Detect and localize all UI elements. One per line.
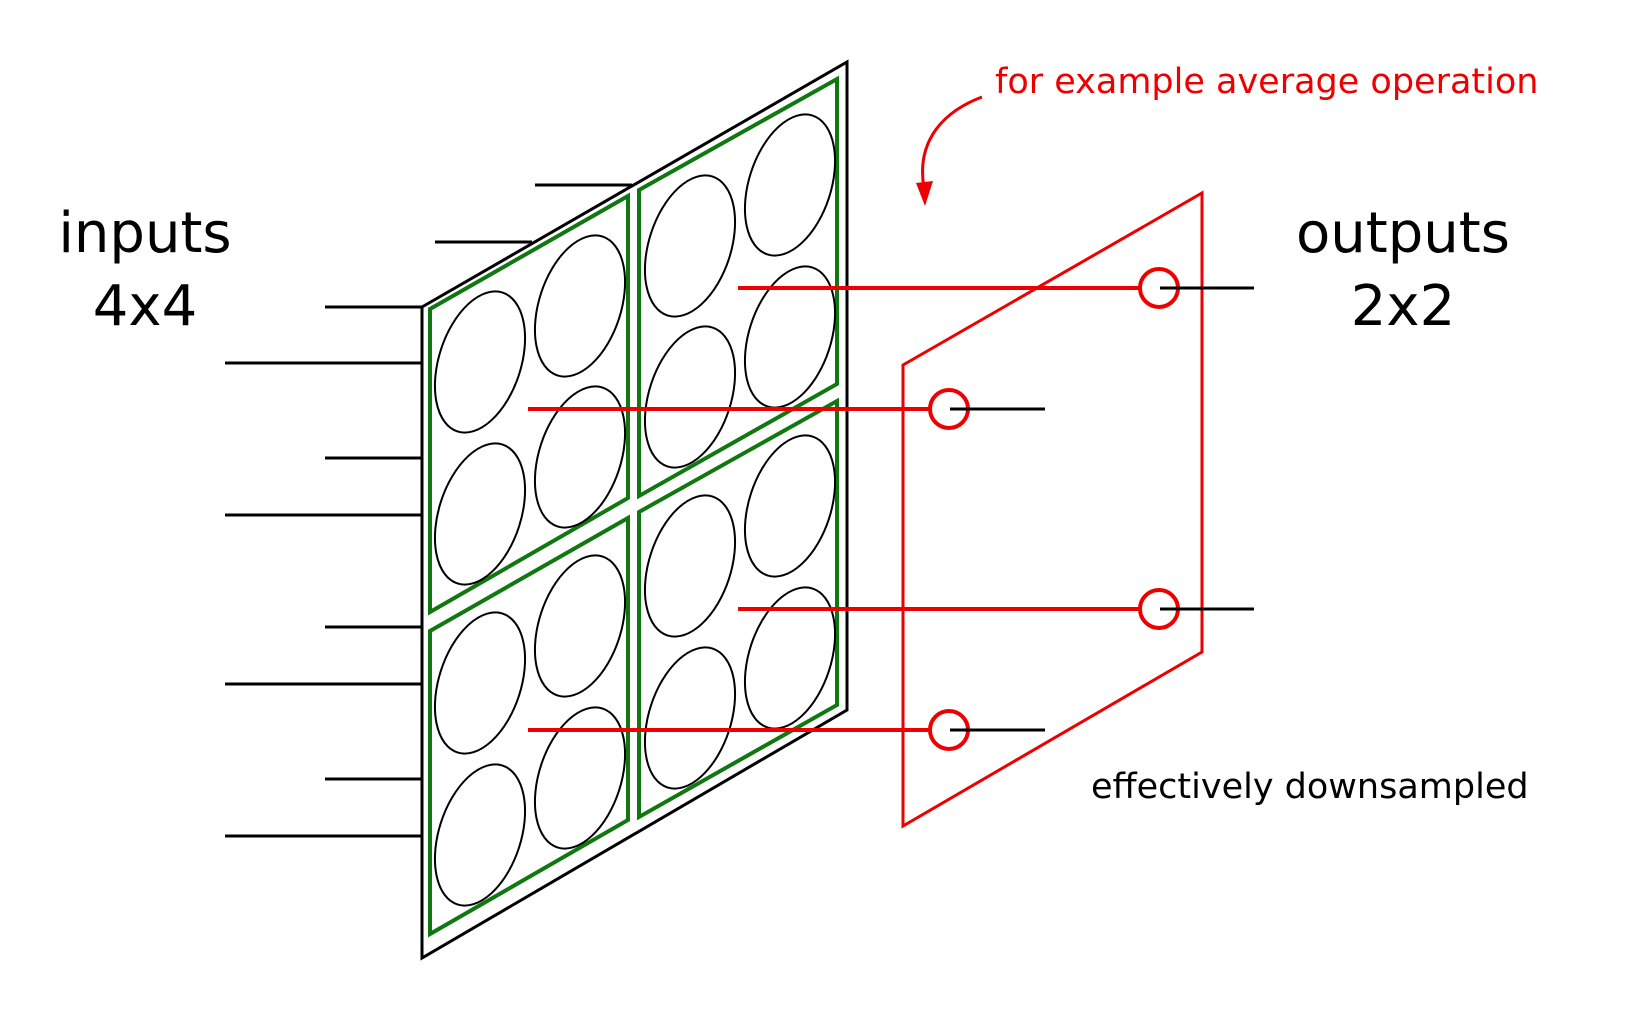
input-neuron	[533, 706, 627, 850]
input-neuron	[743, 113, 837, 257]
output-lines	[950, 286, 1254, 732]
pool-regions	[428, 75, 839, 938]
outputs-label: outputs	[1296, 201, 1510, 266]
input-neuron	[433, 290, 527, 434]
input-neuron	[533, 554, 627, 698]
input-neuron	[433, 611, 527, 755]
annotation-arrowhead	[916, 181, 933, 206]
input-neurons	[433, 113, 837, 907]
pool-region	[428, 514, 630, 938]
input-neuron	[643, 174, 737, 318]
input-neuron	[433, 442, 527, 586]
outputs-size-label: 2x2	[1351, 274, 1455, 339]
input-lines	[225, 183, 632, 838]
annotation-arrow	[921, 95, 983, 189]
output-plane	[901, 190, 1204, 829]
pool-region	[428, 192, 630, 616]
input-neuron	[533, 385, 627, 529]
input-neuron	[433, 763, 527, 907]
inputs-size-label: 4x4	[93, 274, 197, 339]
input-neuron	[743, 586, 837, 730]
pool-region	[637, 75, 839, 500]
pool-region	[637, 397, 839, 821]
output-neurons	[928, 267, 1180, 751]
annotation-label: for example average operation	[995, 62, 1538, 102]
input-neuron	[743, 265, 837, 409]
caption-label: effectively downsampled	[1091, 767, 1529, 807]
input-neuron	[533, 234, 627, 378]
inputs-label: inputs	[58, 201, 231, 266]
input-neuron	[743, 434, 837, 578]
pool-connections	[528, 286, 1139, 732]
input-neuron	[643, 494, 737, 638]
